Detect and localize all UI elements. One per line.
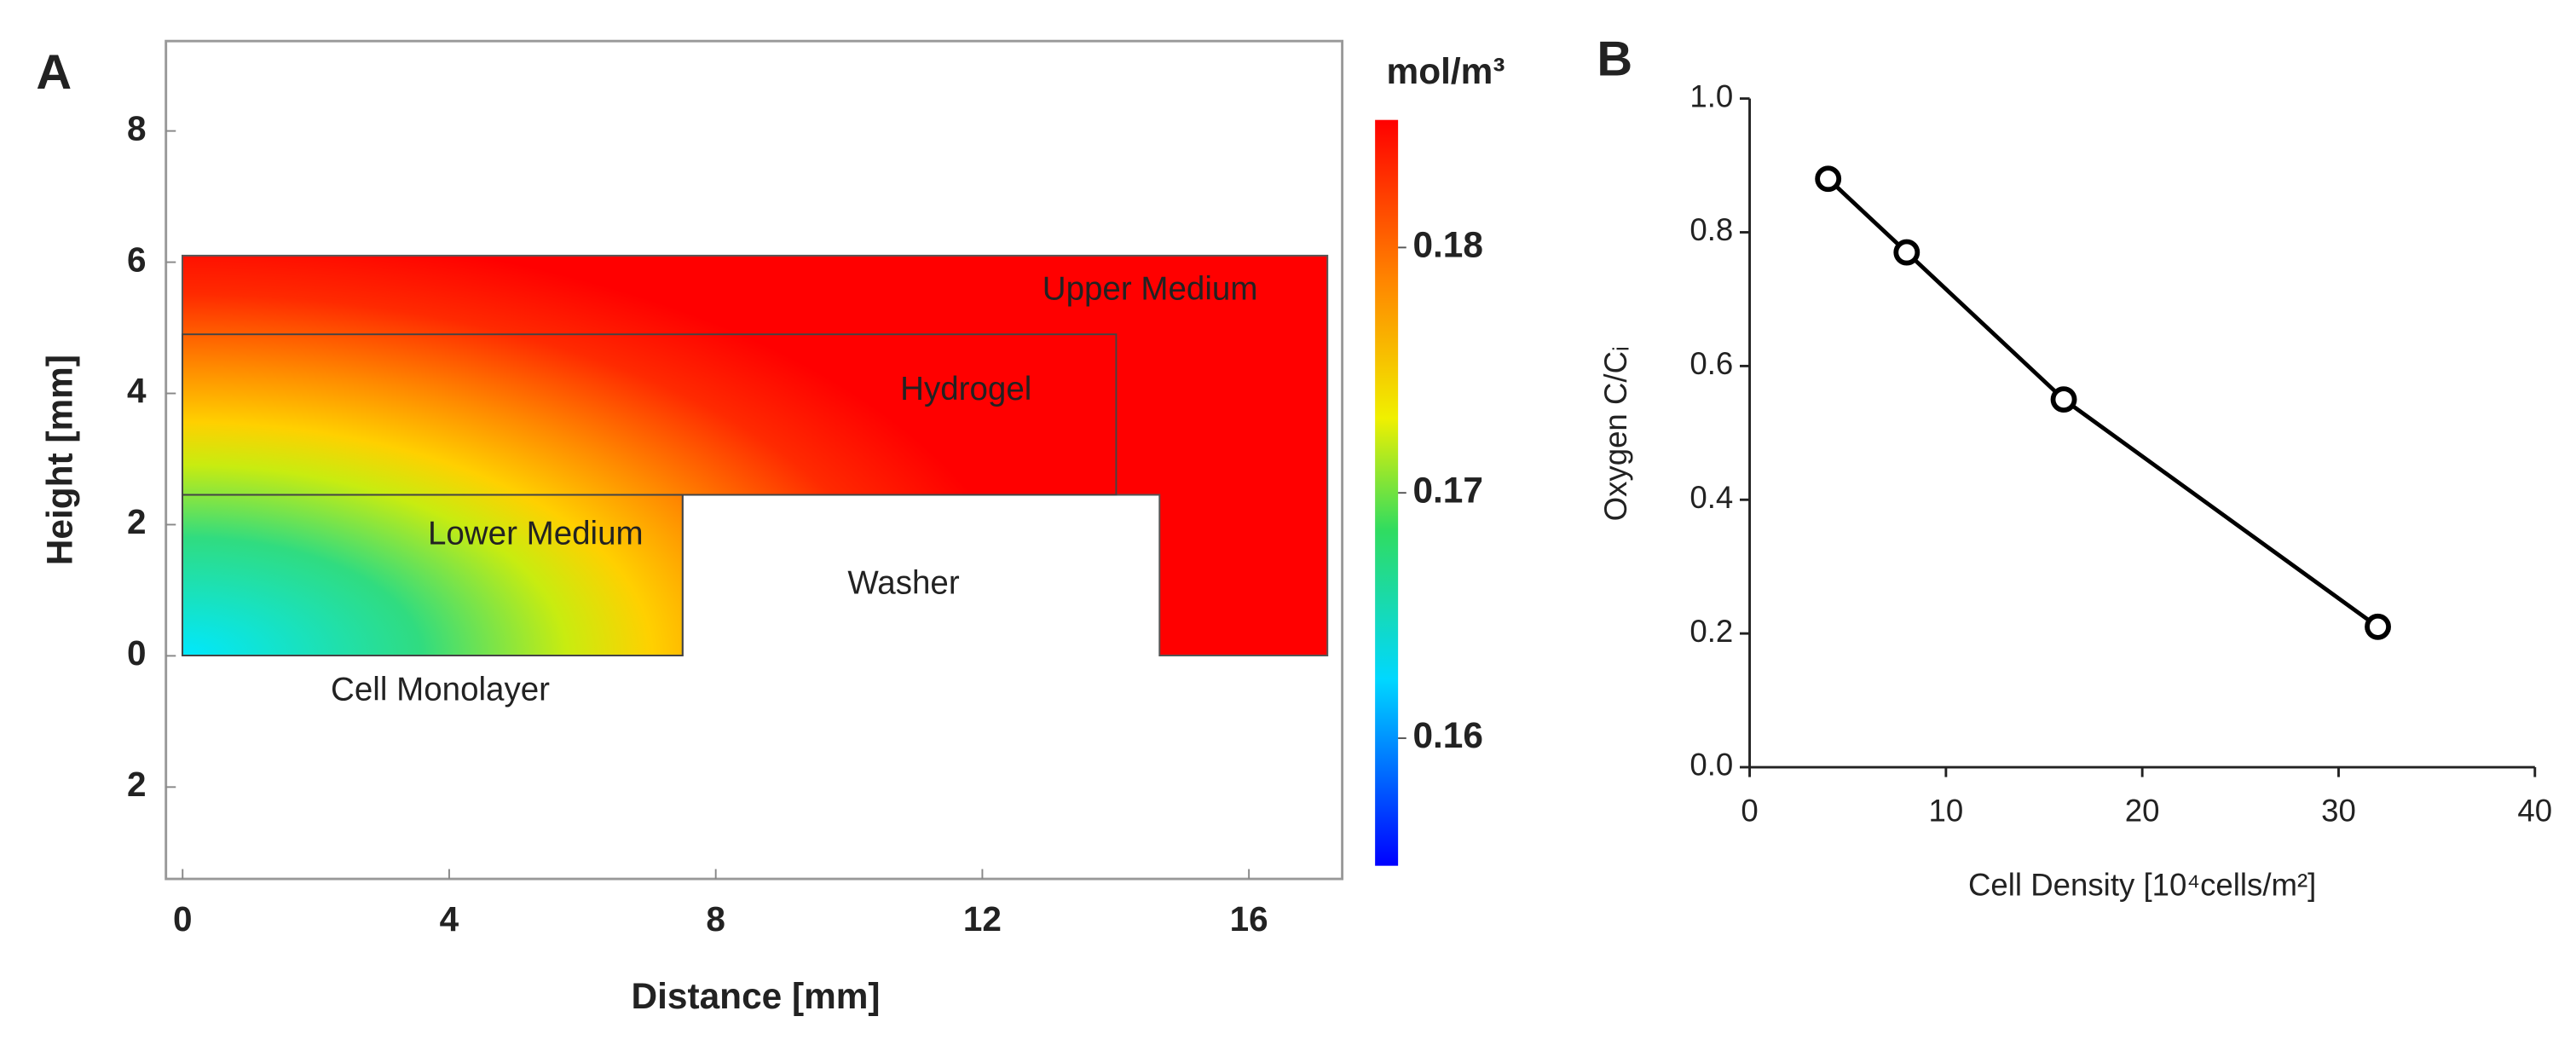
line	[1827, 177, 2379, 629]
y-tick-label: 8	[127, 108, 147, 147]
region-label: Hydrogel	[900, 371, 1031, 407]
panel-label: B	[1597, 32, 1632, 87]
y-tick-label: 0.8	[1689, 212, 1733, 247]
x-tick-label: 20	[2125, 794, 2160, 829]
x-tick-label: 0	[1741, 794, 1758, 829]
y-axis-label: Oxygen C/Cᵢ	[1598, 346, 1633, 521]
region-label: Lower Medium	[428, 515, 644, 552]
y-tick-label: 6	[127, 240, 147, 279]
x-axis-label: Cell Density [10⁴cells/m²]	[1968, 867, 2316, 902]
colorbar-tick-label: 0.17	[1412, 470, 1482, 510]
x-axis-label: Distance [mm]	[632, 976, 881, 1016]
x-tick-label: 40	[2517, 794, 2552, 829]
point	[2050, 386, 2077, 413]
point	[2365, 613, 2391, 640]
y-tick-label: 1.0	[1689, 78, 1733, 113]
y-tick-label: 2	[127, 765, 147, 804]
y-tick-label: 0.2	[1689, 614, 1733, 649]
lower-medium-outline	[181, 494, 684, 656]
x-tick-label: 8	[706, 899, 725, 939]
colorbar-label: mol/m³	[1387, 51, 1505, 91]
x-tick-label: 30	[2321, 794, 2356, 829]
colorbar-tick-label: 0.16	[1412, 715, 1482, 755]
y-tick-label: 4	[127, 371, 147, 410]
colorbar	[1375, 119, 1399, 866]
y-axis-label: Height [mm]	[39, 355, 79, 565]
x-tick-label: 10	[1929, 794, 1964, 829]
y-tick-label: 0	[127, 633, 147, 673]
point	[1893, 239, 1920, 266]
y-tick-label: 0.0	[1689, 748, 1733, 783]
x-tick-label: 12	[963, 899, 1002, 939]
point	[1815, 165, 1842, 193]
x-tick-label: 16	[1230, 899, 1268, 939]
region-label: Cell Monolayer	[331, 672, 550, 708]
y-tick-label: 0.6	[1689, 346, 1733, 381]
colorbar-tick-label: 0.18	[1412, 225, 1482, 265]
x-tick-label: 0	[173, 899, 193, 939]
x-tick-label: 4	[440, 899, 459, 939]
panel-label: A	[36, 45, 72, 100]
region-label: Upper Medium	[1043, 270, 1258, 307]
y-tick-label: 0.4	[1689, 480, 1733, 515]
y-tick-label: 2	[127, 502, 147, 541]
region-label: Washer	[847, 564, 959, 601]
